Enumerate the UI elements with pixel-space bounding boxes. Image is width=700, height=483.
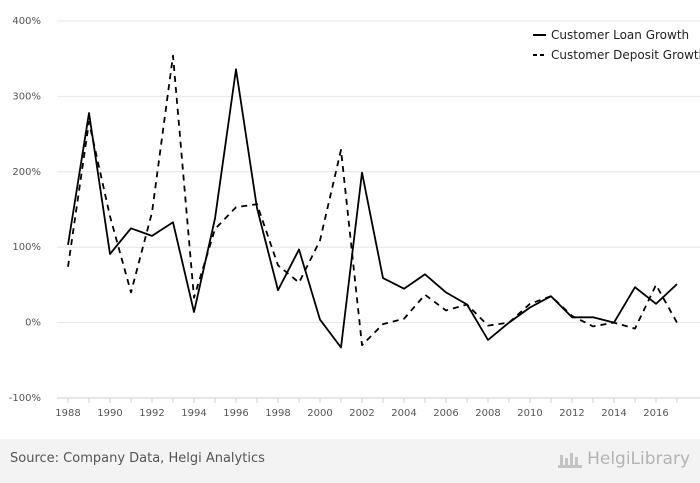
y-tick-label: 100% <box>12 242 41 253</box>
x-tick-label: 2008 <box>475 408 500 419</box>
source-note: Source: Company Data, Helgi Analytics <box>10 451 265 466</box>
series-line-loan-growth <box>67 68 678 349</box>
y-tick-label: 200% <box>12 167 41 178</box>
legend-label: Customer Deposit Growth <box>551 48 700 62</box>
x-tick-label: 1990 <box>97 408 122 419</box>
legend: Customer Loan Growth Customer Deposit Gro… <box>533 28 700 62</box>
x-tick-label: 2014 <box>601 408 626 419</box>
y-tick-label: -100% <box>9 393 41 404</box>
grid-lines <box>57 20 700 399</box>
x-tick-label: 1988 <box>55 408 80 419</box>
brand-name: HelgiLibrary <box>587 449 690 469</box>
x-tick-label: 2000 <box>307 408 332 419</box>
x-tick-label: 2002 <box>349 408 374 419</box>
x-tick-label: 2012 <box>559 408 584 419</box>
x-tick-label: 1994 <box>181 408 206 419</box>
legend-label: Customer Loan Growth <box>551 28 689 42</box>
y-axis: -100% 0% 100% 200% 300% 400% <box>9 16 41 404</box>
plot-area <box>67 54 678 349</box>
library-icon <box>558 453 583 468</box>
x-tick-label: 1992 <box>139 408 164 419</box>
x-tick-label: 2016 <box>643 408 668 419</box>
footer: Source: Company Data, Helgi Analytics He… <box>0 439 700 483</box>
x-tick-label: 2010 <box>517 408 542 419</box>
brand-logo: HelgiLibrary <box>557 449 690 469</box>
x-tick-label: 2004 <box>391 408 416 419</box>
y-tick-label: 0% <box>25 318 41 329</box>
series-line-deposit-growth <box>67 54 678 347</box>
x-axis: 1988 1990 1992 1994 1996 1998 2000 2002 2004 2006… <box>55 397 700 419</box>
x-tick-label: 2006 <box>433 408 458 419</box>
x-tick-label: 1996 <box>223 408 248 419</box>
x-tick-label: 1998 <box>265 408 290 419</box>
line-chart: -100% 0% 100% 200% 300% 400% 1988 1990 1992 1994… <box>9 16 700 419</box>
y-tick-label: 400% <box>12 16 41 27</box>
y-tick-label: 300% <box>12 91 41 102</box>
